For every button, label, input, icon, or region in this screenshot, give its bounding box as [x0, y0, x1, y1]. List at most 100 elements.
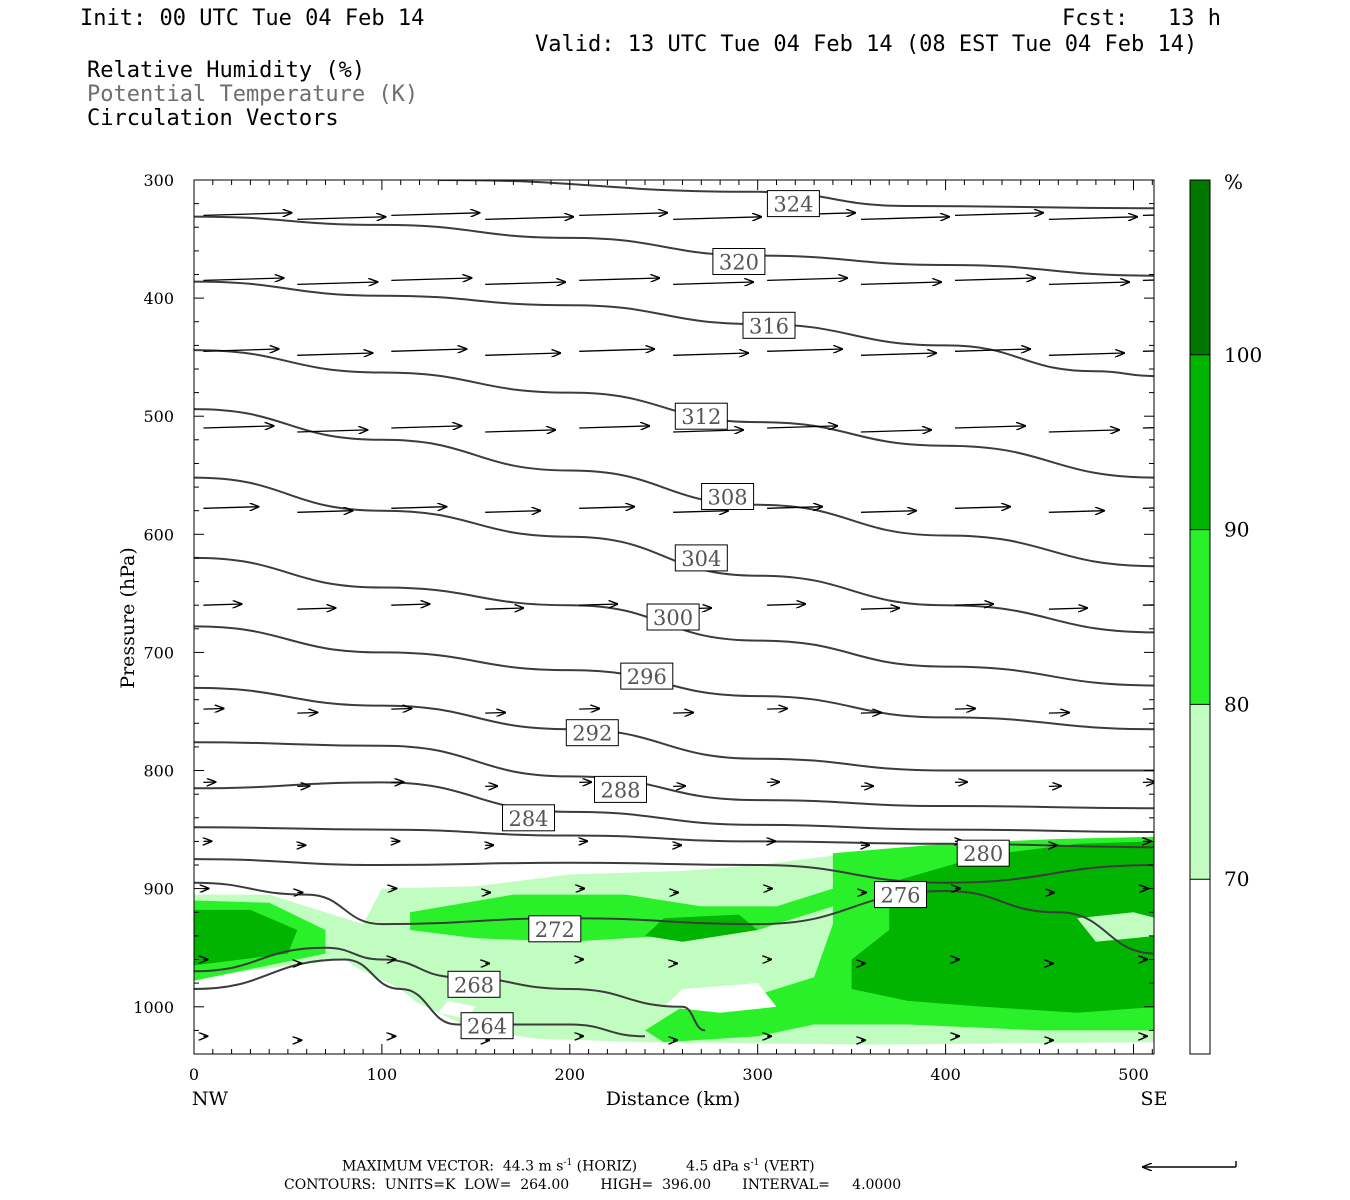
- wind-vector: [954, 709, 975, 710]
- colorbar-band-3: [1190, 704, 1210, 880]
- wind-vector: [1142, 279, 1154, 282]
- wind-vector: [860, 608, 899, 609]
- theta-contour-288: [194, 741, 1154, 810]
- valid-time-text: Valid: 13 UTC Tue 04 Feb 14 (08 EST Tue …: [535, 32, 1198, 57]
- wind-vector: [860, 511, 916, 513]
- rh-region-8: [663, 983, 777, 1013]
- theta-contour-292: [194, 686, 1154, 772]
- wind-vector: [1048, 282, 1129, 284]
- colorbar-unit: %: [1224, 170, 1243, 194]
- wind-vector: [673, 282, 753, 284]
- contour-label-box-312: [674, 402, 728, 430]
- wind-vector: [767, 507, 822, 509]
- wind-vector: [767, 426, 837, 428]
- contour-label-288: 288: [600, 778, 640, 802]
- contour-label-300: 300: [653, 606, 693, 630]
- rh-region-7: [1077, 912, 1154, 942]
- contour-label-296: 296: [627, 665, 667, 689]
- forecast-hour-text: Fcst: 13 h: [1062, 6, 1221, 31]
- axis-ticks: [193, 179, 1154, 1055]
- x-tick-label-0: 0: [189, 1065, 199, 1084]
- wind-vector: [1048, 511, 1104, 513]
- y-tick-label-1000: 1000: [133, 998, 174, 1017]
- wind-vector: [767, 604, 805, 605]
- x-end-label-left: NW: [192, 1088, 229, 1110]
- wind-vector: [1142, 604, 1154, 606]
- colorbar-band-0: [1190, 180, 1210, 355]
- wind-vector: [203, 426, 273, 428]
- x-tick-label-500: 500: [1118, 1065, 1149, 1084]
- wind-vector: [1048, 353, 1124, 355]
- wind-vector: [954, 604, 993, 605]
- wind-vector: [673, 353, 748, 355]
- wind-vector: [579, 709, 599, 710]
- wind-vector: [203, 604, 241, 605]
- contour-label-box-300: [646, 603, 700, 631]
- colorbar-label-90: 90: [1224, 518, 1249, 542]
- contour-label-box-272: [528, 915, 582, 943]
- wind-vector: [579, 604, 617, 605]
- wind-vector: [860, 217, 949, 220]
- wind-vector: [1142, 507, 1154, 509]
- x-end-label-right: SE: [1141, 1088, 1168, 1110]
- wind-vector: [579, 426, 649, 428]
- contour-label-box-304: [674, 544, 728, 572]
- max-vert-unit: -1: [750, 1158, 760, 1168]
- y-tick-label-600: 600: [143, 525, 174, 544]
- wind-vector: [1048, 608, 1087, 609]
- wind-vector: [391, 349, 466, 351]
- rh-region-6: [851, 841, 1154, 1013]
- y-tick-labels: 300 400 500 600 700 800 900 1000: [133, 171, 174, 1017]
- contour-label-324: 324: [773, 193, 813, 217]
- x-tick-label-300: 300: [742, 1065, 773, 1084]
- wind-vector: [1048, 430, 1119, 432]
- wind-vector: [391, 213, 479, 216]
- rh-region-4: [194, 909, 298, 966]
- max-vector-label: MAXIMUM VECTOR:: [342, 1158, 494, 1175]
- contour-label-box-316: [742, 311, 796, 339]
- contour-labels: 324 320 316 312 308 304 300 296 292 288 284 280 276 2…: [447, 190, 1010, 1040]
- contour-label-284: 284: [508, 807, 548, 831]
- wind-vector: [485, 511, 540, 513]
- wind-vector: [297, 217, 385, 220]
- wind-vector: [860, 282, 941, 284]
- contour-label-box-324: [766, 190, 820, 218]
- contour-label-304: 304: [681, 547, 721, 571]
- wind-vector: [1048, 217, 1137, 220]
- wind-vector: [954, 213, 1043, 216]
- x-tick-labels: 0 100 200 300 400 500: [189, 1065, 1149, 1084]
- colorbar-label-100: 100: [1224, 343, 1262, 367]
- contour-label-box-296: [620, 662, 674, 690]
- colorbar-label-80: 80: [1224, 692, 1249, 716]
- legend-line-vectors: Circulation Vectors: [87, 106, 339, 131]
- wind-vector: [579, 278, 659, 280]
- wind-vector: [1142, 214, 1154, 217]
- wind-vector: [767, 278, 847, 280]
- contour-label-312: 312: [681, 405, 721, 429]
- max-horiz-value: 44.3 m s: [502, 1158, 564, 1175]
- wind-vector: [203, 213, 291, 216]
- wind-vector: [673, 430, 743, 432]
- colorbar-band-1: [1190, 354, 1210, 530]
- theta-contour-284: [194, 781, 1154, 833]
- wind-vector: [954, 278, 1035, 280]
- wind-vector: [673, 511, 728, 513]
- wind-vector: [203, 278, 283, 280]
- contour-label-box-320: [712, 248, 766, 275]
- wind-vector: [860, 353, 936, 355]
- y-tick-label-700: 700: [143, 643, 174, 662]
- wind-vector: [1142, 709, 1154, 710]
- colorbar: 100 90 80 70: [1189, 179, 1262, 1055]
- wind-vector: [1048, 713, 1069, 714]
- y-tick-label-300: 300: [143, 171, 174, 190]
- y-tick-label-800: 800: [143, 762, 174, 781]
- contour-label-308: 308: [708, 486, 748, 510]
- theta-contour-316: [194, 280, 1154, 378]
- wind-vector: [860, 430, 931, 432]
- contour-label-box-308: [701, 483, 755, 510]
- wind-vector: [860, 713, 881, 714]
- wind-vector: [391, 604, 429, 605]
- wind-vector: [297, 511, 352, 513]
- colorbar-band-4: [1190, 879, 1210, 1054]
